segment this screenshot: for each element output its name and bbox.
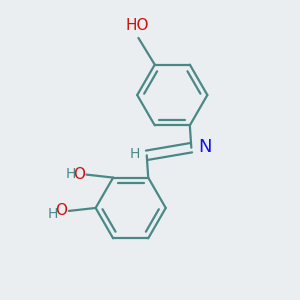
- Text: H: H: [130, 147, 140, 161]
- Text: N: N: [198, 138, 211, 156]
- Text: H: H: [66, 167, 76, 181]
- Text: O: O: [56, 203, 68, 218]
- Text: HO: HO: [125, 18, 149, 33]
- Text: O: O: [73, 167, 85, 182]
- Text: H: H: [48, 208, 58, 221]
